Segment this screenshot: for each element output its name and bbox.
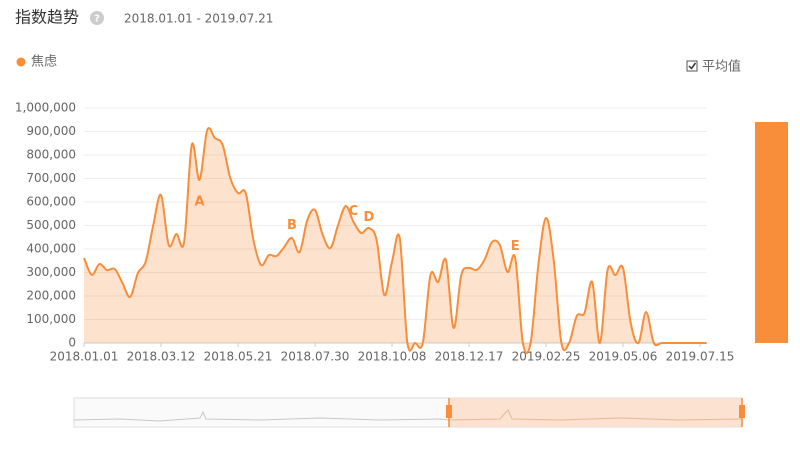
annotation: D [364,210,375,225]
help-icon[interactable] [90,11,104,25]
average-bar [755,122,788,343]
average-checkbox[interactable] [686,60,698,72]
y-tick-label: 900,000 [26,124,76,138]
x-tick-label: 2019.02.25 [512,350,581,364]
checkbox-check [688,62,697,70]
navigator-handle[interactable] [446,405,452,418]
x-tick-label: 2018.07.30 [281,350,350,364]
navigator-handle[interactable] [739,405,745,418]
y-tick-label: 0 [68,336,76,350]
y-tick-label: 500,000 [26,218,76,232]
navigator-selection[interactable] [449,398,742,427]
x-tick-label: 2018.03.12 [127,350,196,364]
date-range: 2018.01.01 - 2019.07.21 [124,12,273,26]
x-tick-label: 2018.01.01 [50,350,119,364]
y-tick-label: 700,000 [26,171,76,185]
y-tick-label: 400,000 [26,242,76,256]
y-tick-label: 800,000 [26,148,76,162]
x-tick-label: 2018.05.21 [204,350,273,364]
y-tick-label: 300,000 [26,265,76,279]
annotation: E [511,239,520,254]
legend-label[interactable]: 焦虑 [31,55,57,70]
plot-area: 0 100,000 200,000 300,000 400,000 500,000 600,… [15,101,734,364]
legend-marker [16,57,26,67]
navigator-line [73,410,450,422]
x-tick-label: 2019.07.15 [666,350,735,364]
annotation: B [287,218,297,233]
area [84,127,707,354]
y-tick-label: 600,000 [26,195,76,209]
line [83,127,707,355]
average-label[interactable]: 平均值 [702,59,741,75]
chart-title: 指数趋势 [15,8,79,27]
y-tick-label: 100,000 [26,312,76,326]
annotation: A [194,195,204,210]
x-tick-label: 2018.10.08 [358,350,427,364]
x-tick-label: 2018.12.17 [435,350,504,364]
help-icon-mark: ? [94,14,100,25]
annotation: C [349,204,359,219]
navigator-selected-line [448,409,743,421]
y-tick-label: 200,000 [26,289,76,303]
y-tick-label: 1,000,000 [15,101,76,115]
x-tick-label: 2019.05.06 [589,350,658,364]
